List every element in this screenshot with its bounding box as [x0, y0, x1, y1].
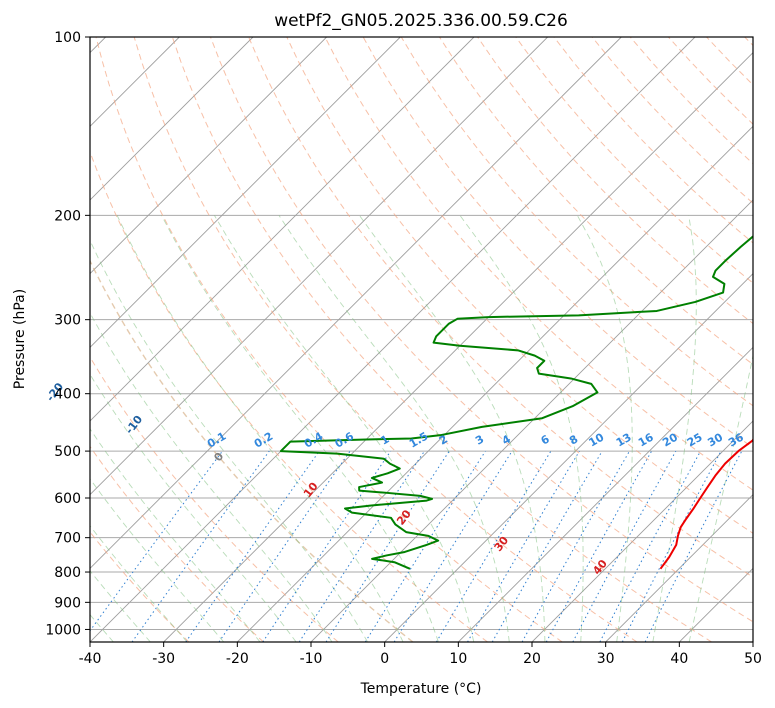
dry-adiabat-line — [248, 37, 753, 578]
y-tick-label: 400 — [54, 387, 81, 403]
moist-adiabat-line — [90, 478, 225, 642]
x-tick-label: 40 — [670, 651, 688, 667]
moist-adiabat-line — [90, 311, 333, 642]
moist-adiabat-line — [278, 215, 510, 642]
mixing-ratio-line — [572, 450, 677, 642]
x-tick-label: 20 — [523, 651, 541, 667]
isotherm-line — [90, 37, 696, 642]
y-tick-label: 100 — [54, 30, 81, 46]
moist-adiabat-line — [161, 215, 439, 642]
moist-adiabat-line — [90, 428, 261, 642]
isotherm-line — [458, 346, 753, 642]
y-tick-label: 500 — [54, 444, 81, 460]
mixing-ratio-line — [364, 450, 486, 642]
x-tick-label: -20 — [226, 651, 249, 667]
y-tick-label: 300 — [54, 313, 81, 329]
isotherm-line — [531, 420, 753, 642]
x-tick-label: 0 — [380, 651, 389, 667]
isotherm-line — [90, 37, 622, 569]
moist-adiabat-line — [116, 215, 404, 642]
mixing-ratio-line — [435, 450, 552, 642]
y-tick-label: 900 — [54, 595, 81, 611]
moist-adiabat-line — [688, 353, 753, 642]
moist-adiabat-line — [459, 215, 584, 642]
isotherm-line — [237, 125, 753, 642]
y-tick-label: 800 — [54, 565, 81, 581]
plot-frame — [89, 36, 754, 643]
x-tick-label: 10 — [449, 651, 467, 667]
x-axis-label: Temperature (°C) — [360, 681, 482, 697]
y-tick-label: 200 — [54, 208, 81, 224]
mixing-ratio-line — [218, 450, 351, 642]
dry-adiabat-line — [515, 37, 753, 284]
temperature-profile-line — [659, 437, 753, 570]
mixing-ratio-line — [599, 450, 701, 642]
x-tick-label: -40 — [79, 651, 102, 667]
dry-adiabat-line — [210, 37, 753, 623]
y-tick-label: 600 — [54, 491, 81, 507]
isotherm-line — [90, 37, 327, 275]
isotherm-line — [90, 37, 254, 201]
y-axis-label: Pressure (hPa) — [12, 289, 28, 389]
mixing-ratio-line — [467, 450, 580, 642]
moist-adiabat-line — [652, 215, 697, 642]
isotherm-line — [90, 37, 475, 422]
dry-adiabat-line — [324, 37, 753, 491]
dry-adiabat-line — [171, 37, 712, 642]
isotherm-line — [384, 273, 753, 642]
dry-adiabat-line — [90, 259, 414, 642]
isotherm-line — [605, 494, 753, 642]
mixing-ratio-line — [262, 450, 392, 642]
isotherm-line — [90, 37, 548, 496]
dewpoint-profile-line — [279, 235, 753, 570]
x-tick-label: 30 — [597, 651, 615, 667]
moist-adiabat-line — [90, 373, 297, 642]
mixing-ratio-line — [325, 450, 450, 642]
chart-title: wetPf2_GN05.2025.336.00.59.C26 — [274, 11, 568, 31]
dry-adiabat-line — [133, 37, 638, 642]
moist-adiabat-line — [576, 215, 633, 642]
y-tick-label: 700 — [54, 531, 81, 547]
mixing-ratio-line — [393, 450, 513, 642]
dry-adiabat-line — [95, 37, 563, 642]
isotherm-line — [90, 37, 401, 348]
dry-adiabat-line — [286, 37, 753, 534]
x-tick-label: -10 — [300, 651, 323, 667]
x-tick-label: 50 — [744, 651, 762, 667]
y-tick-label: 1000 — [45, 622, 81, 638]
x-tick-label: -30 — [152, 651, 175, 667]
mixing-ratio-line — [185, 450, 320, 642]
isotherm-line — [163, 52, 753, 642]
moist-adiabat-line — [359, 215, 546, 642]
moist-adiabat-line — [90, 239, 368, 642]
mixing-ratio-line — [131, 450, 270, 642]
dry-adiabat-line — [90, 445, 264, 642]
